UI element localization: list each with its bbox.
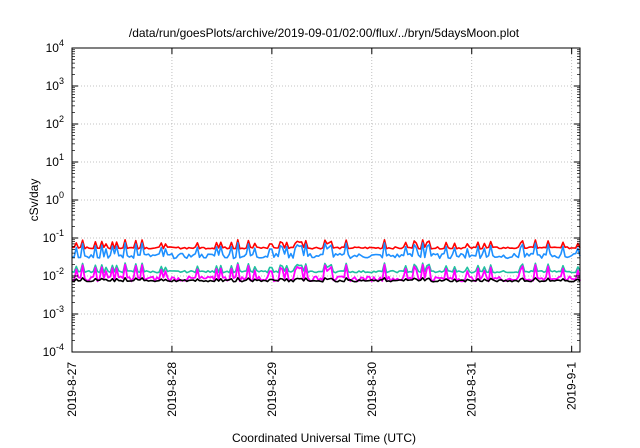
series-line	[71, 239, 581, 250]
y-tick-label: 10-1	[43, 228, 64, 245]
series-line	[71, 263, 581, 283]
y-tick-label: 104	[46, 38, 64, 55]
y-tick-label: 103	[46, 76, 64, 93]
y-tick-label: 10-3	[43, 304, 64, 321]
series-line	[71, 262, 581, 274]
grid-lines	[72, 48, 580, 352]
y-tick-label: 102	[46, 114, 64, 131]
x-axis-label: Coordinated Universal Time (UTC)	[232, 431, 416, 445]
plot-frame	[71, 47, 581, 353]
y-tick-label: 101	[46, 152, 64, 169]
x-tick-label: 2019-8-28	[165, 362, 179, 417]
y-axis-label: cSv/day	[27, 179, 41, 222]
y-tick-label: 100	[46, 190, 64, 207]
series-line	[72, 242, 581, 260]
y-tick-label: 10-4	[43, 342, 64, 359]
data-series	[71, 239, 581, 283]
x-tick-label: 2019-8-27	[65, 362, 79, 417]
x-tick-label: 2019-8-31	[465, 362, 479, 417]
x-tick-label: 2019-8-30	[365, 362, 379, 417]
chart-title: /data/run/goesPlots/archive/2019-09-01/0…	[129, 26, 520, 40]
x-tick-label: 2019-8-29	[265, 362, 279, 417]
x-tick-label: 2019-9-1	[565, 362, 579, 410]
series-line	[71, 277, 581, 283]
y-tick-label: 10-2	[43, 266, 64, 283]
axis-ticks: 10-4 10-3 10-2 10-1 100 101 102 103 104 2019-8-27…	[43, 38, 580, 417]
